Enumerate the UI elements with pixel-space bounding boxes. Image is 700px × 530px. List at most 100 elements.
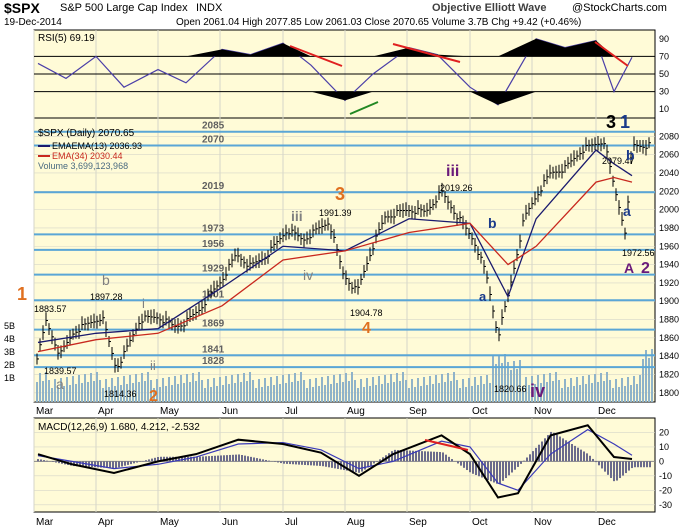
macd-histogram-bar (262, 459, 264, 462)
volume-bar (156, 379, 158, 402)
macd-histogram-bar (265, 459, 267, 462)
volume-bar (567, 387, 569, 402)
wave-label: b (102, 272, 110, 288)
fib-level-label: 1828 (202, 356, 225, 367)
macd-histogram-bar (37, 459, 39, 462)
macd-histogram-bar (181, 456, 183, 462)
volume-bar (111, 378, 113, 402)
x-tick-label: Apr (98, 517, 114, 528)
macd-histogram-bar (280, 461, 282, 464)
ema13-legend: EMAEMA(13) 2036.93 (52, 141, 142, 151)
macd-histogram-bar (136, 461, 138, 463)
volume-bar (138, 382, 140, 402)
volume-bar (243, 373, 245, 402)
fib-level-label: 2019 (202, 181, 225, 192)
macd-histogram-bar (220, 455, 222, 462)
price-annotation: 1839.57 (44, 366, 77, 376)
volume-bar (114, 386, 116, 402)
volume-bar (606, 372, 608, 402)
macd-histogram-bar (508, 461, 510, 476)
volume-bar (147, 372, 149, 402)
wave-label: i (142, 296, 145, 311)
price-title: $SPX (Daily) 2070.65 (38, 128, 135, 139)
price-annotation: 2079.47 (602, 156, 635, 166)
macd-tick-label: -10 (659, 471, 672, 481)
macd-histogram-bar (109, 461, 111, 469)
macd-histogram-bar (589, 455, 591, 462)
volume-bar (417, 378, 419, 402)
volume-bar (441, 374, 443, 402)
volume-bar (189, 382, 191, 402)
volume-bar (327, 376, 329, 402)
macd-histogram-bar (565, 440, 567, 462)
macd-histogram-bar (244, 455, 246, 462)
volume-bar (402, 372, 404, 402)
wave-label: 4 (362, 320, 371, 337)
volume-bar (624, 386, 626, 402)
volume-bar (630, 385, 632, 402)
volume-bar (234, 383, 236, 402)
wave-label: a (56, 376, 64, 392)
volume-bar (279, 384, 281, 402)
volume-bar (369, 386, 371, 402)
volume-bar (219, 377, 221, 402)
chart-date: 19-Dec-2014 (4, 17, 62, 28)
macd-histogram-bar (400, 450, 402, 462)
volume-bar (504, 354, 506, 402)
macd-histogram-bar (283, 461, 285, 464)
volume-bar (48, 380, 50, 402)
macd-histogram-bar (115, 461, 117, 469)
volume-bar (462, 379, 464, 402)
price-annotation: 1814.36 (104, 389, 137, 399)
volume-bar (162, 378, 164, 402)
macd-histogram-bar (319, 461, 321, 466)
macd-histogram-bar (577, 447, 579, 462)
volume-bar (564, 379, 566, 402)
macd-histogram-bar (466, 461, 468, 471)
volume-bar (480, 376, 482, 402)
macd-histogram-bar (403, 450, 405, 462)
macd-histogram-bar (574, 445, 576, 462)
x-tick-label: Apr (98, 406, 114, 417)
macd-histogram-bar (253, 457, 255, 462)
volume-bar (237, 374, 239, 402)
volume-bar (522, 386, 524, 402)
macd-histogram-bar (448, 456, 450, 462)
volume-bar (483, 384, 485, 402)
volume-bar (84, 374, 86, 402)
volume-bar (345, 373, 347, 402)
macd-histogram-bar (61, 461, 63, 464)
volume-bar (648, 358, 650, 402)
macd-histogram-bar (208, 456, 210, 462)
volume-bar (201, 380, 203, 402)
macd-histogram-bar (451, 459, 453, 462)
volume-bar (456, 380, 458, 402)
macd-histogram-bar (580, 449, 582, 462)
macd-histogram-bar (601, 461, 603, 469)
rsi-tick-label: 70 (659, 51, 669, 61)
volume-bar (117, 377, 119, 402)
macd-histogram-bar (118, 461, 120, 468)
macd-histogram-bar (637, 461, 639, 468)
volume-bar (537, 375, 539, 402)
wave-label: iii (446, 163, 459, 180)
x-tick-label: Aug (347, 517, 365, 528)
rsi-divergence-line (392, 43, 461, 63)
macd-histogram-bar (433, 451, 435, 462)
x-tick-label: Sep (409, 406, 427, 417)
macd-histogram-bar (178, 456, 180, 462)
macd-histogram-bar (436, 451, 438, 462)
volume-bar (465, 387, 467, 402)
volume-bar (183, 383, 185, 402)
volume-bar (444, 382, 446, 402)
macd-histogram-bar (367, 461, 369, 468)
volume-bar (513, 361, 515, 402)
price-tick-label: 1920 (659, 278, 679, 288)
volume-bar (105, 379, 107, 402)
macd-histogram-bar (445, 454, 447, 462)
wave-label: 1 (620, 112, 630, 132)
x-tick-label: Oct (472, 517, 488, 528)
volume-bar (543, 374, 545, 402)
macd-histogram-bar (529, 454, 531, 462)
macd-histogram-bar (40, 459, 42, 462)
